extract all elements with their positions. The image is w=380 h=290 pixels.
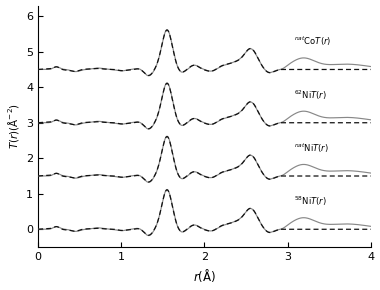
Text: $^{nat}$Ni$T(r)$: $^{nat}$Ni$T(r)$: [294, 142, 329, 155]
Text: $^{58}$Ni$T(r)$: $^{58}$Ni$T(r)$: [294, 195, 327, 208]
Y-axis label: $T(r)$(Å$^{-2}$): $T(r)$(Å$^{-2}$): [6, 103, 21, 149]
Text: $^{62}$Ni$T(r)$: $^{62}$Ni$T(r)$: [294, 88, 327, 102]
Text: $^{nat}$Co$T(r)$: $^{nat}$Co$T(r)$: [294, 35, 332, 48]
X-axis label: $r$(Å): $r$(Å): [193, 267, 216, 284]
